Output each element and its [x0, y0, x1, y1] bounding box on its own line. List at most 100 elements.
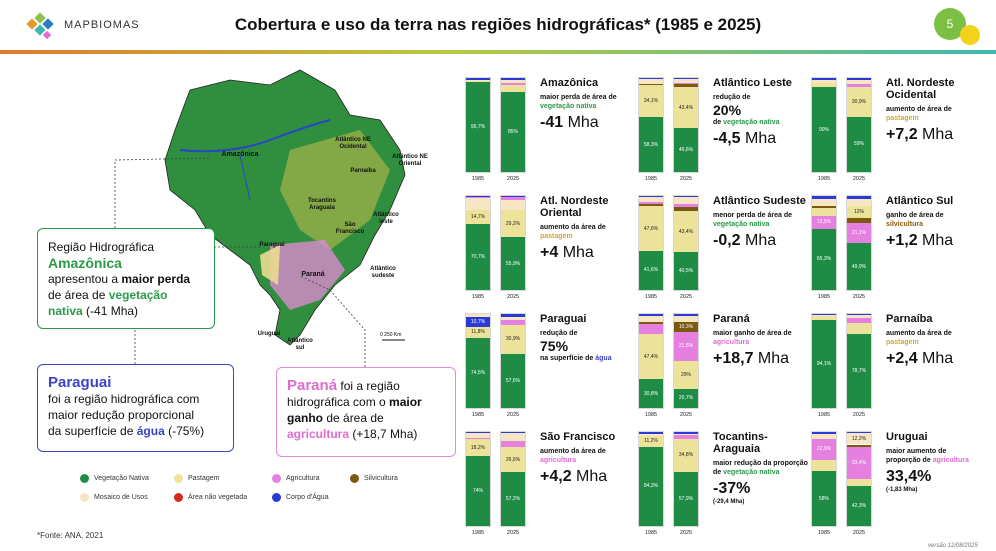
- region-change-value: -41 Mha: [540, 114, 599, 131]
- bar-segment-agricultura: [466, 437, 490, 440]
- year-tick-label: 1985: [644, 176, 658, 182]
- description-fragment: de área de: [755, 330, 792, 337]
- bar-data-label: 13,5%: [816, 219, 832, 226]
- bar-segment-agricultura: [674, 82, 698, 85]
- callout-pr-highlight: Paraná: [287, 377, 338, 394]
- bar-segment-mosaico: [847, 79, 871, 84]
- bar-segment-agricultura: [674, 435, 698, 439]
- bar-data-label: 84,3%: [643, 483, 659, 490]
- callout-amz-text: (-41 Mha): [82, 304, 139, 318]
- bar-segment-pastagem: [639, 85, 663, 118]
- bar-segment-vegetacao_nativa: [639, 117, 663, 172]
- bar-segment-agricultura: [674, 331, 698, 362]
- bar-segment-agua: [501, 196, 525, 198]
- stacked-bar-2025: 57,9% 34,8%: [673, 431, 699, 527]
- bar-data-label: 31,5%: [678, 343, 694, 350]
- region-description: aumento da área de agricultura: [540, 447, 635, 465]
- bar-data-label: 57,6%: [505, 377, 521, 384]
- region-description: aumento da área de pastagem: [886, 329, 981, 347]
- legend-swatch: [80, 493, 89, 502]
- description-fragment: ganho de área: [886, 212, 934, 219]
- logo-text: MAPBIOMAS: [64, 19, 140, 31]
- bar-segment-agua: [674, 78, 698, 80]
- bar-segment-pastagem: [847, 478, 871, 487]
- year-tick-label: 1985: [817, 412, 831, 418]
- callout-par-text: da superfície de: [48, 424, 137, 438]
- year-tick-label: 1985: [471, 530, 485, 536]
- region-description: aumento da área de pastagem: [540, 223, 635, 241]
- callout-par-line1: foi a região hidrográfica com: [48, 392, 200, 406]
- stacked-bar-1985: 95,7%: [465, 77, 491, 173]
- bar-segment-pastagem: [847, 322, 871, 334]
- stacked-bar-1985: 74% 18,2%: [465, 431, 491, 527]
- bar-segment-vegetacao_nativa: [847, 486, 871, 526]
- region-title: Atlântico Leste: [713, 77, 792, 89]
- description-fragment: maior aumento: [886, 448, 937, 455]
- map-label-amazonica: Amazônica: [221, 151, 259, 158]
- bar-segment-vegetacao_nativa: [812, 471, 836, 526]
- bar-segment-agua: [847, 432, 871, 434]
- region-change-value: +7,2 Mha: [886, 126, 954, 143]
- bar-data-label: 70,7%: [470, 253, 486, 260]
- description-fragment: aumento de área de: [886, 106, 952, 113]
- description-fragment: pastagem: [886, 339, 919, 346]
- callout-amz-highlight: Amazônica: [48, 255, 122, 271]
- bar-data-label: 58,3%: [643, 141, 659, 148]
- description-fragment: na superfície de: [540, 355, 596, 362]
- bar-data-label: 90%: [818, 126, 829, 133]
- callout-amz-green: nativa: [48, 304, 83, 318]
- river-tributary: [239, 154, 251, 201]
- bar-data-label: 42,3%: [851, 503, 867, 510]
- description-fragment: vegetação nativa: [713, 221, 770, 228]
- year-tick-label: 2025: [679, 530, 693, 536]
- description-fragment: de área de: [755, 212, 792, 219]
- bar-segment-agua: [847, 78, 871, 80]
- year-tick-label: 2025: [506, 294, 520, 300]
- year-tick-label: 1985: [471, 294, 485, 300]
- version-note: versão 12/08/2025: [928, 543, 978, 549]
- description-fragment: aumento da área de: [886, 330, 952, 337]
- region-name: Tocantins-Araguaia maior redução da propo…: [713, 431, 808, 508]
- bar-segment-silvicultura: [639, 83, 663, 86]
- stacked-bar-2025: 55,9% 29,2%: [500, 195, 526, 291]
- bar-data-label: 11,8%: [471, 329, 485, 336]
- bar-segment-pastagem: [674, 87, 698, 129]
- bar-segment-agua: [466, 432, 490, 434]
- bar-data-label: 10,7%: [470, 318, 486, 325]
- description-fragment: vegetação nativa: [540, 103, 597, 110]
- region-name: Amazônica maior perda de área de vegetaçã…: [540, 77, 635, 131]
- legend-swatch: [350, 474, 359, 483]
- legend-label: Corpo d'Água: [286, 494, 329, 501]
- bar-data-label: 78,7%: [851, 368, 867, 374]
- description-fragment: de: [933, 212, 944, 219]
- bar-segment-mosaico: [501, 79, 525, 84]
- bar-segment-mosaico: [674, 197, 698, 204]
- bar-segment-agricultura: [466, 197, 490, 199]
- region-name: Atl. Nordeste Oriental aumento da área de…: [540, 195, 635, 261]
- bar-segment-agricultura: [847, 223, 871, 244]
- stacked-bar-2025: 85%: [500, 77, 526, 173]
- callout-amz-green: vegetação: [108, 288, 168, 302]
- legend-item: Vegetação Nativa: [80, 474, 149, 483]
- region-description: maior aumento de proporção de agricultur…: [886, 447, 981, 465]
- bar-data-label: 34,1%: [643, 98, 659, 105]
- bar-segment-silvicultura: [674, 84, 698, 88]
- bar-segment-pastagem: [466, 439, 490, 457]
- source-note: *Fonte: ANA, 2021: [37, 531, 104, 540]
- bar-segment-vegetacao_nativa: [674, 471, 698, 526]
- bar-segment-vegetacao_nativa: [639, 446, 663, 526]
- callout-amz-text: apresentou a: [48, 272, 122, 286]
- description-fragment: 20%: [713, 102, 742, 118]
- stacked-bar-2025: 78,7%: [846, 313, 872, 409]
- bar-segment-agua: [812, 196, 836, 199]
- description-fragment: agricultura: [932, 457, 969, 464]
- callout-par-text: (-75%): [164, 424, 205, 438]
- region-change-value: +18,7 Mha: [713, 350, 790, 367]
- map-label-tocantins: Tocantins Araguaia: [308, 198, 336, 211]
- scale-label: 0 250 Km: [380, 332, 401, 338]
- bar-data-label: 94,1%: [816, 360, 832, 367]
- legend-swatch: [174, 474, 183, 483]
- region-description: redução de 20% de vegetação nativa: [713, 93, 808, 127]
- bar-segment-mosaico: [639, 315, 663, 323]
- region-change-value: -4,5 Mha: [713, 130, 777, 147]
